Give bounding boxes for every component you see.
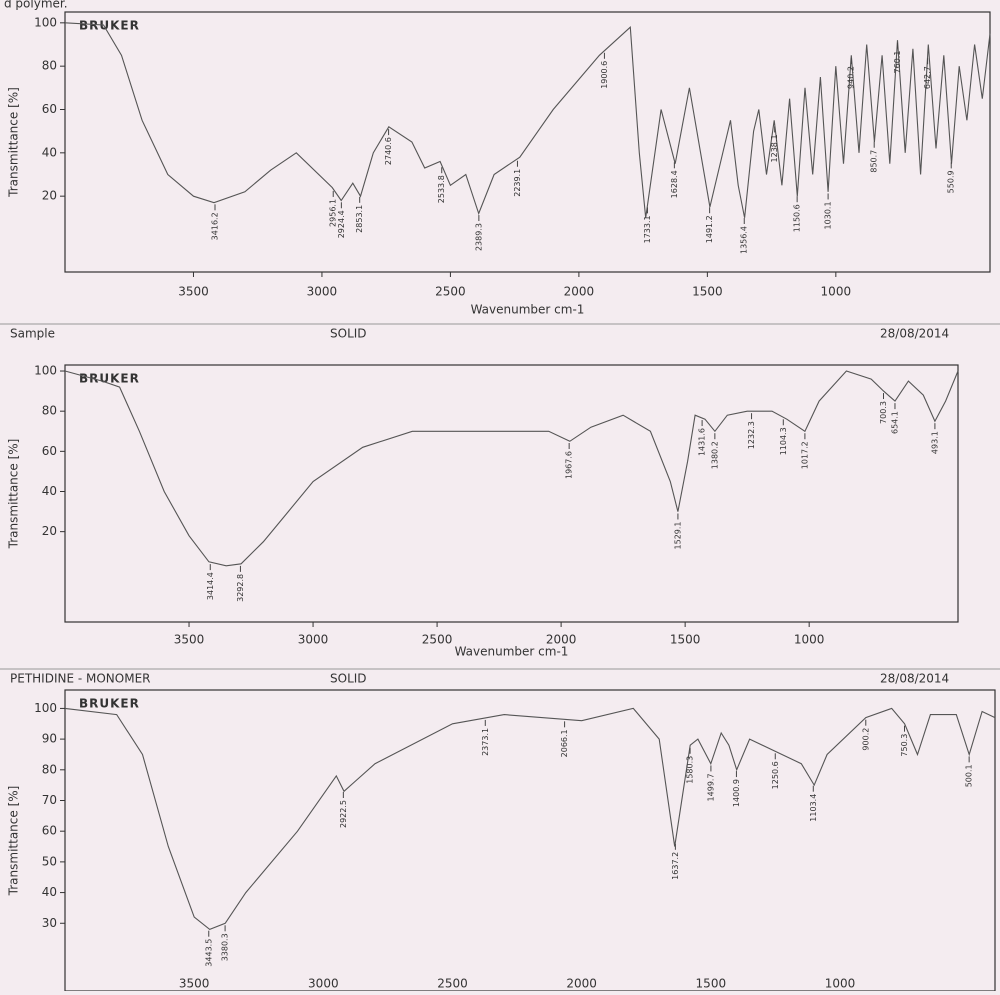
x-tick-label: 1000 — [794, 633, 825, 647]
x-tick-label: 3000 — [298, 633, 329, 647]
caption: d polymer. — [4, 0, 68, 11]
peak-label: 3292.8 — [236, 574, 245, 602]
x-tick-label: 2500 — [435, 285, 466, 299]
peak-label: 1900.6 — [600, 61, 609, 89]
peak-label: 3380.3 — [221, 933, 230, 961]
x-tick-label: 3500 — [178, 285, 209, 299]
peak-label: 1628.4 — [670, 170, 679, 198]
x-tick-label: 1000 — [825, 977, 856, 991]
peak-label: 1529.1 — [673, 521, 682, 549]
logo: BRUKER — [79, 19, 140, 33]
peak-label: 1356.4 — [740, 226, 749, 254]
y-tick-label: 70 — [42, 793, 57, 807]
peak-label: 1499.7 — [706, 773, 715, 801]
peak-label: 2740.6 — [384, 137, 393, 165]
x-tick-label: 3000 — [308, 977, 339, 991]
y-tick-label: 40 — [42, 484, 57, 498]
peak-label: 900.2 — [861, 728, 870, 751]
y-tick-label: 80 — [42, 762, 57, 776]
y-tick-label: 20 — [42, 524, 57, 538]
y-tick-label: 40 — [42, 885, 57, 899]
peak-label: 1030.1 — [824, 201, 833, 229]
peak-label: 1400.9 — [732, 779, 741, 807]
x-axis-label: Wavenumber cm-1 — [471, 303, 585, 317]
x-tick-label: 1000 — [821, 285, 852, 299]
peak-label: 1104.3 — [779, 427, 788, 455]
peak-label: 750.3 — [900, 734, 909, 757]
y-tick-label: 50 — [42, 854, 57, 868]
footer-text: SOLID — [330, 672, 367, 686]
peak-label: 1232.3 — [747, 421, 756, 449]
page: d polymer. BRUKER Transmittance [%] 20 40 60… — [0, 0, 1000, 991]
peak-label: 550.9 — [947, 170, 956, 193]
y-tick-label: 40 — [42, 145, 57, 159]
y-axis-label: Transmittance [%] — [7, 439, 21, 550]
footer-text: PETHIDINE - MONOMER — [10, 672, 151, 686]
x-tick-label: 1500 — [692, 285, 723, 299]
y-axis-label: Transmittance [%] — [7, 87, 21, 198]
peak-label: 3443.5 — [204, 939, 213, 967]
peak-label: 500.1 — [965, 764, 974, 787]
peak-label: 2389.3 — [474, 223, 483, 251]
x-tick-label: 2500 — [422, 633, 453, 647]
peak-label: 654.1 — [890, 411, 899, 434]
peak-label: 940.2 — [847, 66, 856, 89]
footer-text: 28/08/2014 — [880, 672, 949, 686]
x-tick-label: 1500 — [670, 633, 701, 647]
footer-text: SOLID — [330, 327, 367, 341]
x-tick-label: 3500 — [174, 633, 205, 647]
x-tick-label: 3000 — [307, 285, 338, 299]
peak-label: 2239.1 — [513, 169, 522, 197]
peak-label: 3414.4 — [206, 572, 215, 600]
footer-text: Sample — [10, 327, 55, 341]
x-tick-label: 1500 — [696, 977, 727, 991]
x-tick-label: 2500 — [437, 977, 468, 991]
footer-text: 28/08/2014 — [880, 327, 949, 341]
y-tick-label: 90 — [42, 732, 57, 746]
peak-label: 3416.2 — [211, 212, 220, 240]
peak-label: 1238.1 — [770, 134, 779, 162]
x-tick-label: 3500 — [179, 977, 210, 991]
peak-label: 1967.6 — [565, 451, 574, 479]
x-tick-label: 2000 — [566, 977, 597, 991]
peak-label: 1637.2 — [671, 852, 680, 880]
y-tick-label: 80 — [42, 404, 57, 418]
y-tick-label: 80 — [42, 59, 57, 73]
peak-label: 1431.6 — [698, 428, 707, 456]
peak-label: 1580.3 — [686, 756, 695, 784]
peak-label: 2066.1 — [560, 729, 569, 757]
x-axis-label: Wavenumber cm-1 — [455, 645, 569, 659]
y-tick-label: 30 — [42, 916, 57, 930]
x-tick-label: 2000 — [564, 285, 595, 299]
y-tick-label: 20 — [42, 189, 57, 203]
peak-label: 2853.1 — [355, 205, 364, 233]
peak-label: 850.7 — [870, 150, 879, 173]
peak-label: 2922.5 — [339, 800, 348, 828]
y-tick-label: 60 — [42, 102, 57, 116]
y-tick-label: 60 — [42, 444, 57, 458]
peak-label: 2533.8 — [437, 175, 446, 203]
y-tick-label: 100 — [34, 15, 57, 29]
peak-label: 1491.2 — [705, 215, 714, 243]
y-tick-label: 100 — [34, 364, 57, 378]
y-axis-label: Transmittance [%] — [7, 786, 21, 897]
peak-label: 1733.1 — [643, 215, 652, 243]
peak-label: 493.1 — [930, 431, 939, 454]
peak-label: 2373.1 — [481, 728, 490, 756]
logo: BRUKER — [79, 697, 140, 711]
y-tick-label: 100 — [34, 701, 57, 715]
y-tick-label: 60 — [42, 824, 57, 838]
peak-label: 760.1 — [893, 51, 902, 74]
peak-label: 642.7 — [923, 66, 932, 89]
peak-label: 1380.2 — [710, 441, 719, 469]
peak-label: 2924.4 — [337, 210, 346, 238]
background — [0, 0, 1000, 991]
peak-label: 1103.4 — [809, 794, 818, 822]
peak-label: 1017.2 — [800, 441, 809, 469]
peak-label: 1250.6 — [771, 761, 780, 789]
peak-label: 1150.6 — [793, 204, 802, 232]
peak-label: 700.3 — [879, 401, 888, 424]
